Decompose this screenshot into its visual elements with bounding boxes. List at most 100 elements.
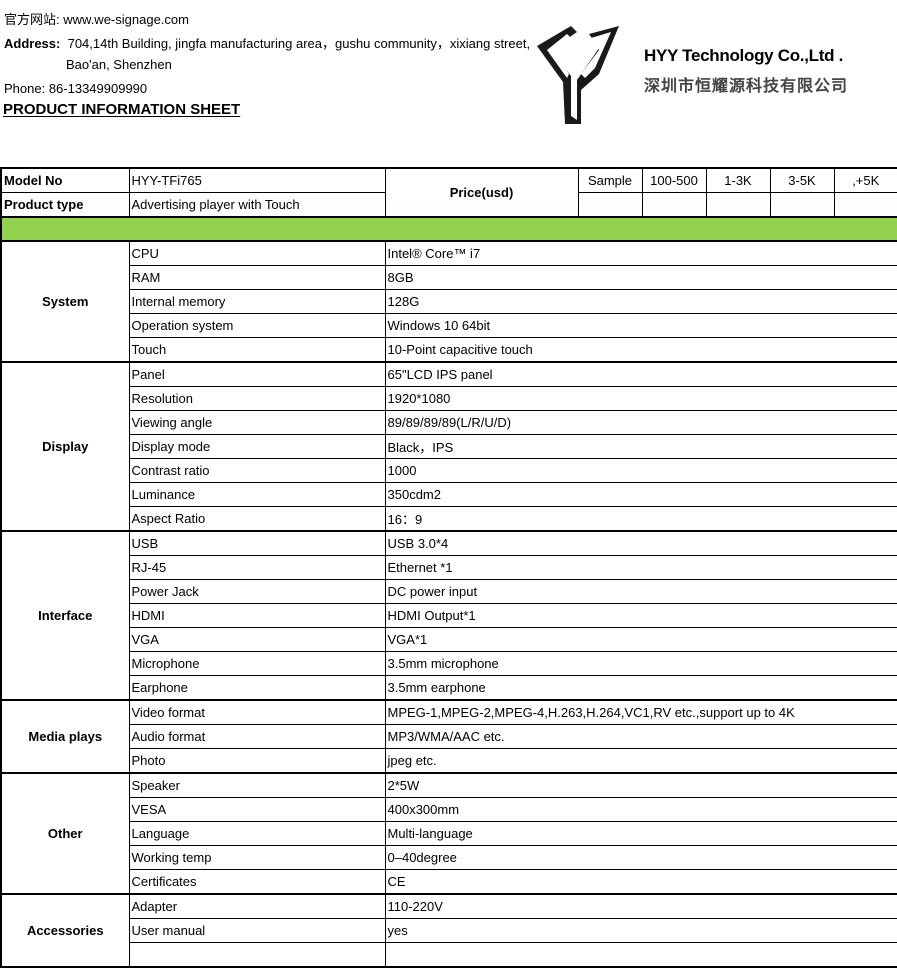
table-row: System CPU Intel® Core™ i7 [0, 240, 897, 363]
spec-label: Video format [128, 699, 386, 725]
table-row: Display Panel 65"LCD IPS panel [0, 361, 897, 532]
table-row: Interface USB USB 3.0*4 [0, 530, 897, 701]
table-row: Other Speaker 2*5W [0, 772, 897, 895]
price-tier: 3-5K [769, 167, 835, 193]
spec-value: 128G [384, 289, 897, 314]
table-row: RJ-45 Ethernet *1 [1, 555, 897, 580]
type-label: Product type [0, 192, 130, 218]
spec-label: Language [128, 821, 386, 846]
spec-value: 89/89/89/89(L/R/U/D) [384, 410, 897, 435]
product-table: Model No HYY-TFi765 Price(usd) Sample 10… [0, 167, 897, 968]
table-row: Touch 10-Point capacitive touch [1, 337, 897, 363]
spec-value: 1920*1080 [384, 386, 897, 411]
spec-label: Internal memory [128, 289, 386, 314]
company-name-cn: 深圳市恒耀源科技有限公司 [644, 78, 849, 95]
spec-label: HDMI [128, 603, 386, 628]
spec-label: Display mode [128, 434, 386, 459]
spec-value: Multi-language [384, 821, 897, 846]
price-cell [705, 192, 771, 218]
page-title: PRODUCT INFORMATION SHEET [3, 101, 241, 118]
table-row: Accessories Adapter 110-220V [0, 893, 897, 968]
model-label: Model No [0, 167, 130, 193]
table-row: Contrast ratio 1000 [1, 458, 897, 483]
price-tier: Sample [577, 167, 643, 193]
table-row: Internal memory 128G [1, 289, 897, 314]
spec-value: USB 3.0*4 [384, 530, 897, 556]
spec-value: Intel® Core™ i7 [384, 240, 897, 266]
spec-value: 3.5mm earphone [384, 675, 897, 701]
price-tier: 1-3K [705, 167, 771, 193]
spec-value: 8GB [384, 265, 897, 290]
website-line: 官方网站: www.we-signage.com [4, 9, 189, 28]
spec-value: MP3/WMA/AAC etc. [384, 724, 897, 749]
section-band [0, 216, 897, 242]
spec-label: VGA [128, 627, 386, 652]
spec-label: Microphone [128, 651, 386, 676]
spec-value [384, 942, 897, 968]
spec-value: 350cdm2 [384, 482, 897, 507]
spec-label: Certificates [128, 869, 386, 895]
spec-value: CE [384, 869, 897, 895]
section-name: Display [0, 361, 130, 532]
table-row: Luminance 350cdm2 [1, 482, 897, 507]
spec-value: VGA*1 [384, 627, 897, 652]
spec-value: MPEG-1,MPEG-2,MPEG-4,H.263,H.264,VC1,RV … [384, 699, 897, 725]
price-tier: ,+5K [833, 167, 897, 193]
table-row: VGA VGA*1 [1, 627, 897, 652]
spec-label: Touch [128, 337, 386, 363]
spec-label: Luminance [128, 482, 386, 507]
spec-label: Viewing angle [128, 410, 386, 435]
spec-value: 65"LCD IPS panel [384, 361, 897, 387]
spec-label: Photo [128, 748, 386, 774]
spec-value: Windows 10 64bit [384, 313, 897, 338]
address-text: 704,14th Building, jingfa manufacturing … [67, 36, 531, 51]
spec-label: VESA [128, 797, 386, 822]
company-name: HYY Technology Co.,Ltd . [644, 46, 844, 65]
table-row: Media plays Video format MPEG-1,MPEG-2,MPE… [0, 699, 897, 774]
table-row: Photo jpeg etc. [1, 748, 897, 774]
table-row: Viewing angle 89/89/89/89(L/R/U/D) [1, 410, 897, 435]
price-tier: 100-500 [641, 167, 707, 193]
price-cell [833, 192, 897, 218]
spec-label: Power Jack [128, 579, 386, 604]
spec-value: 400x300mm [384, 797, 897, 822]
table-row: Certificates CE [1, 869, 897, 895]
table-row: Working temp 0–40degree [1, 845, 897, 870]
spec-label: RAM [128, 265, 386, 290]
spec-label: Panel [128, 361, 386, 387]
company-logo-icon [537, 26, 619, 124]
phone: Phone: 86-13349909990 [4, 81, 148, 96]
section-name: Media plays [0, 699, 130, 774]
spec-value: 16：9 [384, 506, 897, 532]
table-row: Operation system Windows 10 64bit [1, 313, 897, 338]
type-value: Advertising player with Touch [128, 192, 386, 218]
table-row: VESA 400x300mm [1, 797, 897, 822]
table-row: Aspect Ratio 16：9 [1, 506, 897, 532]
table-row: HDMI HDMI Output*1 [1, 603, 897, 628]
spec-value: jpeg etc. [384, 748, 897, 774]
spec-label: Audio format [128, 724, 386, 749]
table-row: Display mode Black，IPS [1, 434, 897, 459]
spec-label: USB [128, 530, 386, 556]
spec-value: 3.5mm microphone [384, 651, 897, 676]
spec-value: 2*5W [384, 772, 897, 798]
section-name: Accessories [0, 893, 130, 968]
spec-value: HDMI Output*1 [384, 603, 897, 628]
price-cell [577, 192, 643, 218]
table-row: Resolution 1920*1080 [1, 386, 897, 411]
spec-label: Working temp [128, 845, 386, 870]
section-name: Other [0, 772, 130, 895]
table-row: Audio format MP3/WMA/AAC etc. [1, 724, 897, 749]
table-row: Earphone 3.5mm earphone [1, 675, 897, 701]
table-row: Language Multi-language [1, 821, 897, 846]
address-text-2: Bao'an, Shenzhen [66, 57, 172, 72]
spec-label [128, 942, 386, 968]
spec-label: RJ-45 [128, 555, 386, 580]
table-row: Microphone 3.5mm microphone [1, 651, 897, 676]
spec-value: Ethernet *1 [384, 555, 897, 580]
spec-label: Contrast ratio [128, 458, 386, 483]
spec-label: User manual [128, 918, 386, 943]
website-link[interactable]: www.we-signage.com [63, 12, 189, 27]
address-line: Address: 704,14th Building, jingfa manuf… [4, 33, 530, 52]
table-row [1, 942, 897, 968]
